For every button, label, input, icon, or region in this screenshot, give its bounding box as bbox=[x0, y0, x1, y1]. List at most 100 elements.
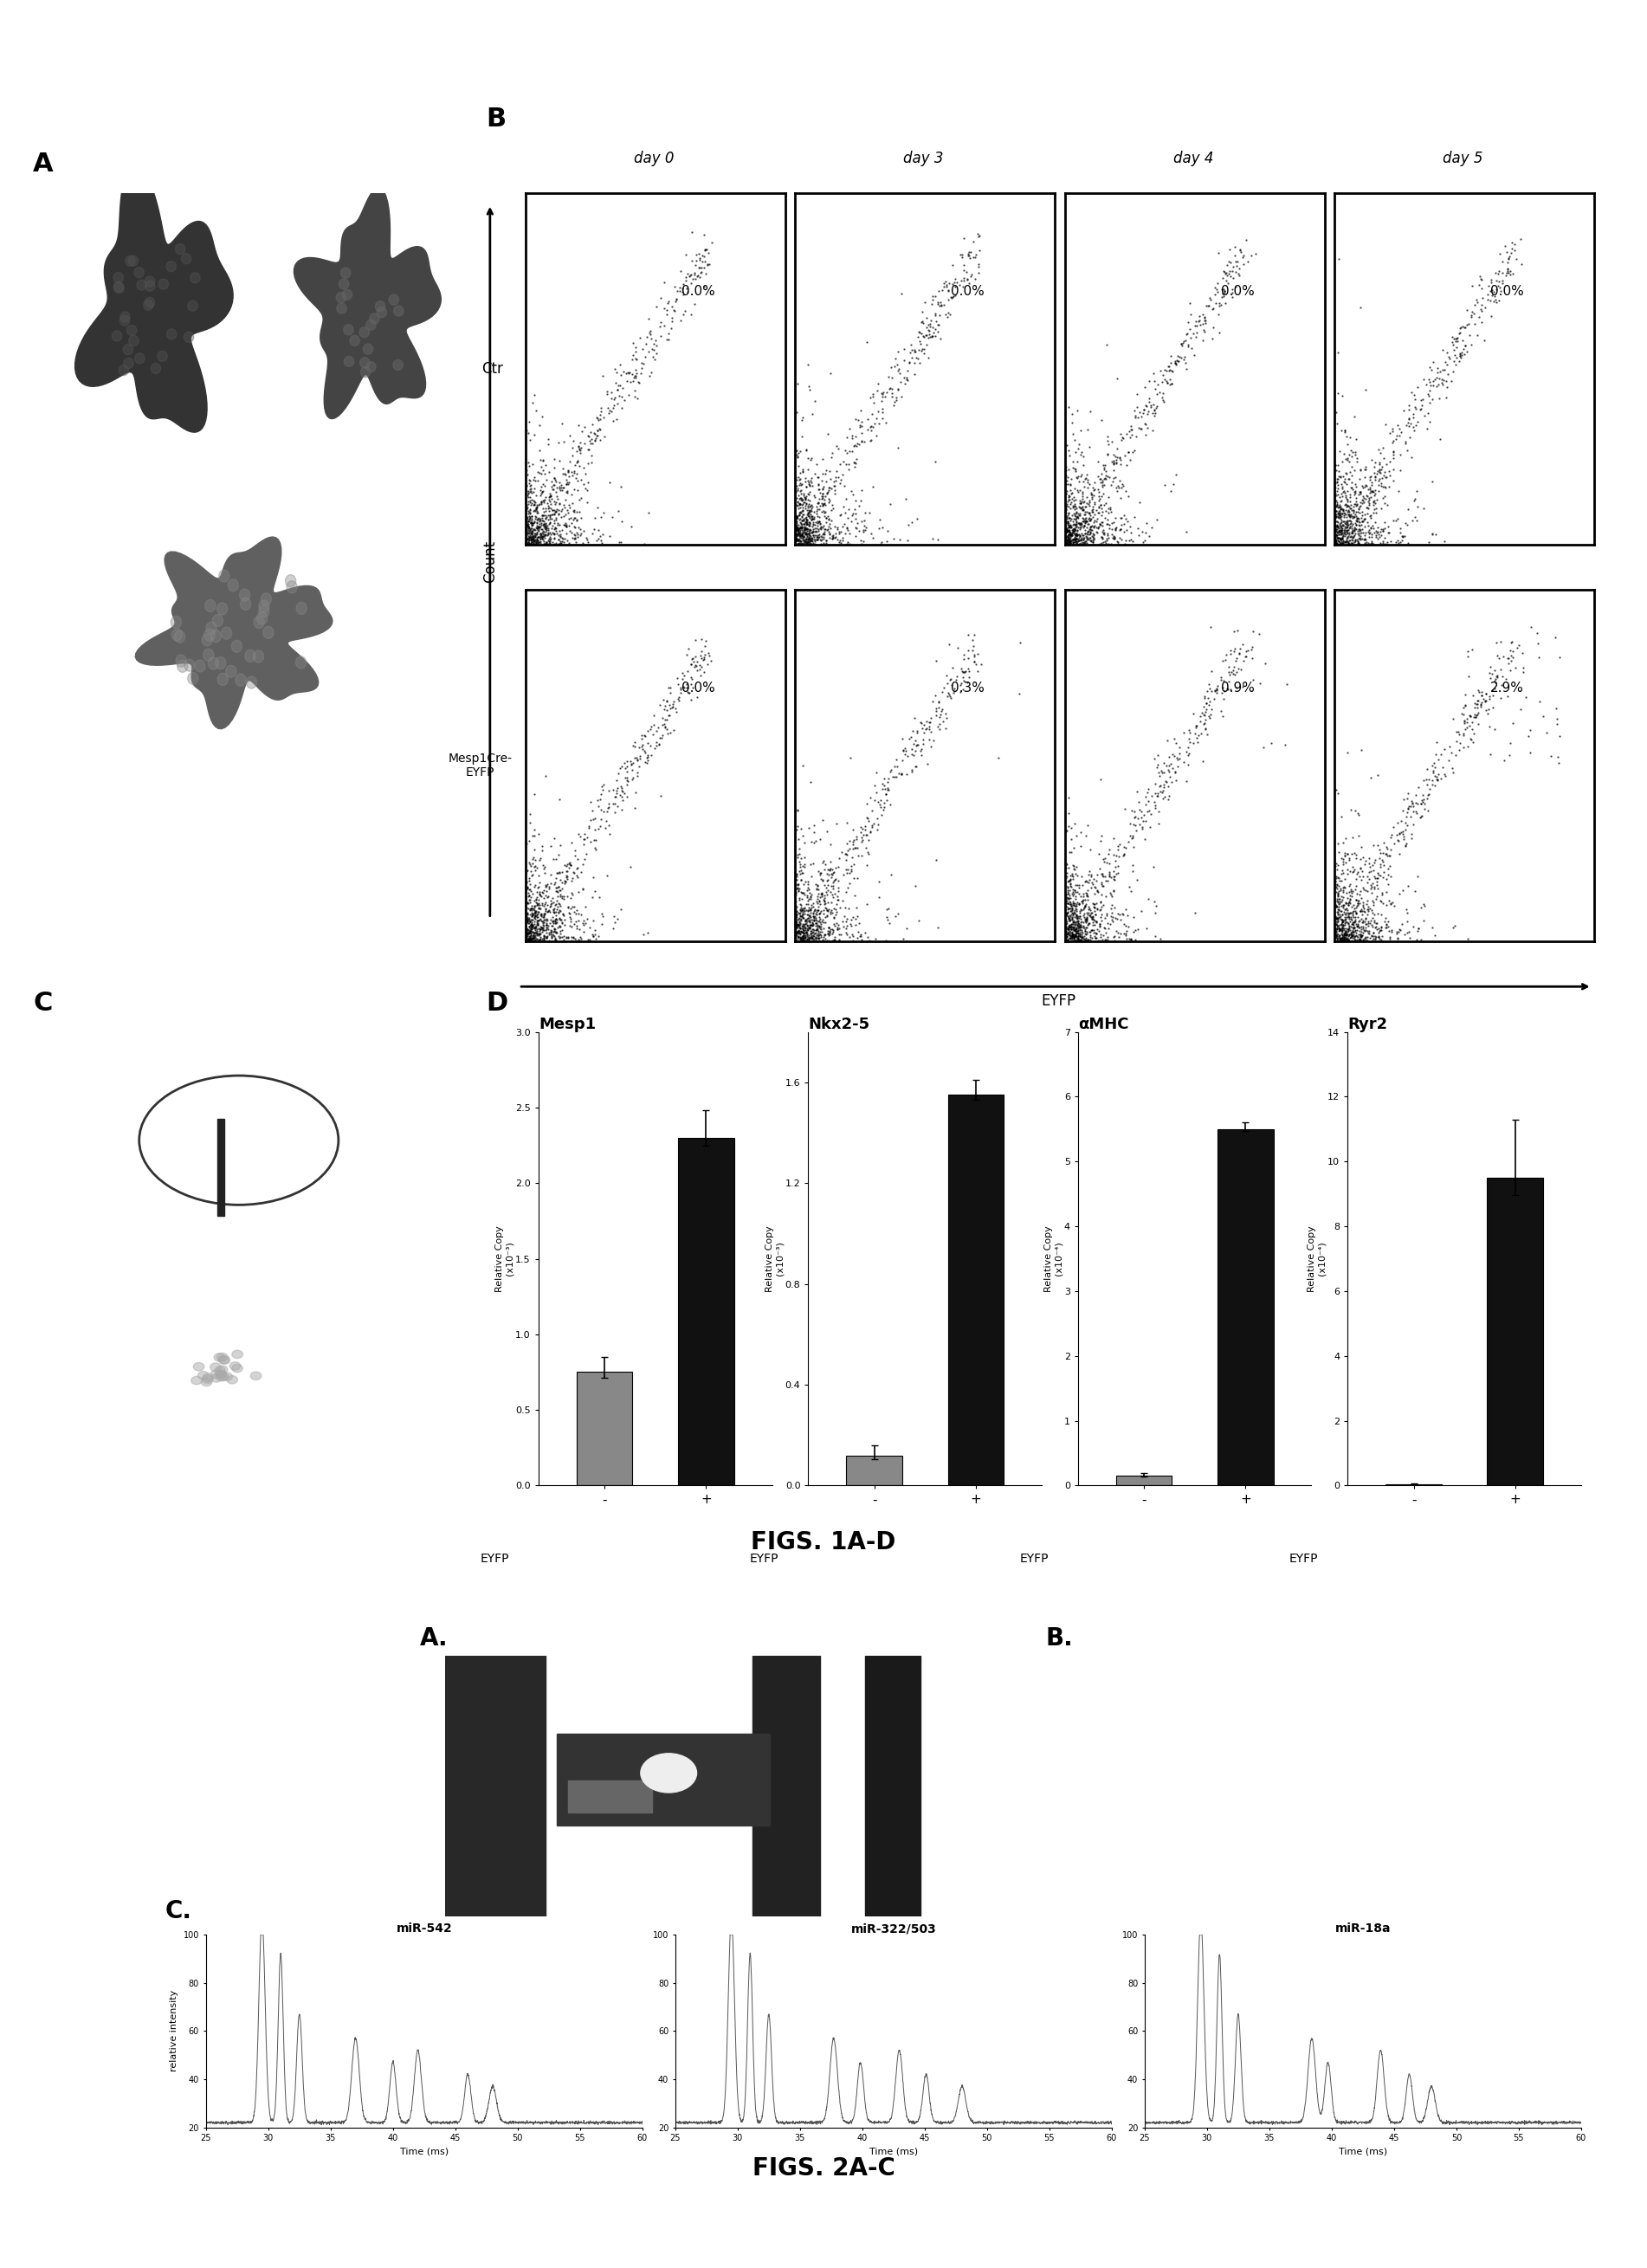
Point bbox=[519, 499, 545, 535]
Point bbox=[1385, 816, 1411, 853]
Point bbox=[1331, 474, 1357, 510]
Point bbox=[1323, 519, 1349, 556]
Point bbox=[548, 513, 575, 549]
Point bbox=[1355, 907, 1382, 943]
Point bbox=[1341, 485, 1367, 522]
Point bbox=[516, 921, 542, 957]
Point bbox=[832, 909, 858, 946]
Point bbox=[805, 481, 832, 517]
Point bbox=[1342, 515, 1369, 551]
Point bbox=[1323, 524, 1349, 560]
Point bbox=[529, 878, 555, 914]
Point bbox=[1097, 905, 1123, 941]
Point bbox=[1232, 640, 1258, 676]
Point bbox=[1456, 696, 1482, 733]
Point bbox=[1107, 903, 1133, 939]
Point bbox=[1415, 376, 1441, 413]
Point bbox=[1405, 857, 1431, 894]
Point bbox=[565, 860, 591, 896]
Point bbox=[1459, 268, 1486, 304]
Point bbox=[1380, 413, 1407, 449]
Point bbox=[853, 798, 879, 835]
Point bbox=[563, 433, 590, 469]
Point bbox=[796, 864, 822, 900]
Point bbox=[1431, 524, 1458, 560]
Point bbox=[851, 914, 878, 950]
Point bbox=[1183, 1755, 1209, 1792]
Point bbox=[1199, 1696, 1225, 1733]
Point bbox=[835, 492, 861, 528]
Point bbox=[809, 875, 835, 912]
Point bbox=[1122, 499, 1148, 535]
Point bbox=[786, 909, 812, 946]
Point bbox=[792, 488, 819, 524]
Point bbox=[1377, 919, 1403, 955]
Point bbox=[542, 905, 568, 941]
Point bbox=[1527, 1767, 1553, 1803]
Point bbox=[1332, 524, 1359, 560]
Point bbox=[1112, 513, 1138, 549]
Point bbox=[843, 429, 870, 465]
Point bbox=[1173, 345, 1199, 381]
Point bbox=[1346, 510, 1372, 547]
Point bbox=[512, 467, 539, 503]
Point bbox=[884, 352, 911, 388]
Point bbox=[805, 510, 832, 547]
Point bbox=[1071, 889, 1097, 925]
Point bbox=[1500, 705, 1527, 742]
Point bbox=[1342, 912, 1369, 948]
Point bbox=[789, 517, 815, 553]
Point bbox=[1321, 912, 1347, 948]
Point bbox=[1342, 422, 1369, 458]
Point bbox=[1423, 762, 1449, 798]
Point bbox=[1342, 485, 1369, 522]
Point bbox=[797, 492, 824, 528]
Point bbox=[794, 506, 820, 542]
Point bbox=[631, 916, 657, 953]
Point bbox=[1062, 912, 1089, 948]
Point bbox=[950, 637, 977, 674]
Point bbox=[1071, 905, 1097, 941]
Point bbox=[1342, 451, 1369, 488]
Point bbox=[791, 875, 817, 912]
Point bbox=[786, 903, 812, 939]
Point bbox=[585, 401, 611, 438]
Point bbox=[590, 896, 616, 932]
Ellipse shape bbox=[203, 633, 212, 646]
Point bbox=[784, 889, 810, 925]
Point bbox=[1383, 408, 1410, 445]
Point bbox=[532, 517, 558, 553]
Point bbox=[1472, 692, 1499, 728]
Point bbox=[784, 499, 810, 535]
Point bbox=[514, 503, 540, 540]
Point bbox=[807, 508, 833, 544]
Point bbox=[796, 891, 822, 928]
Point bbox=[522, 914, 548, 950]
Point bbox=[637, 313, 664, 349]
Point bbox=[519, 919, 545, 955]
Point bbox=[1433, 363, 1459, 399]
Point bbox=[529, 921, 555, 957]
Point bbox=[1141, 742, 1168, 778]
Point bbox=[1212, 256, 1239, 293]
Point bbox=[1074, 907, 1100, 943]
Point bbox=[1420, 342, 1446, 379]
Point bbox=[1067, 485, 1094, 522]
Point bbox=[1324, 508, 1351, 544]
Point bbox=[1354, 882, 1380, 919]
Point bbox=[791, 866, 817, 903]
Point bbox=[529, 474, 555, 510]
Point bbox=[534, 914, 560, 950]
Point bbox=[641, 708, 667, 744]
Point bbox=[529, 483, 555, 519]
Point bbox=[855, 803, 881, 839]
Point bbox=[1107, 513, 1133, 549]
Point bbox=[517, 503, 544, 540]
Point bbox=[570, 903, 596, 939]
Point bbox=[595, 395, 621, 431]
Point bbox=[1357, 760, 1383, 796]
Point bbox=[614, 753, 641, 789]
Point bbox=[1464, 696, 1491, 733]
Point bbox=[858, 395, 884, 431]
Point bbox=[583, 823, 609, 860]
